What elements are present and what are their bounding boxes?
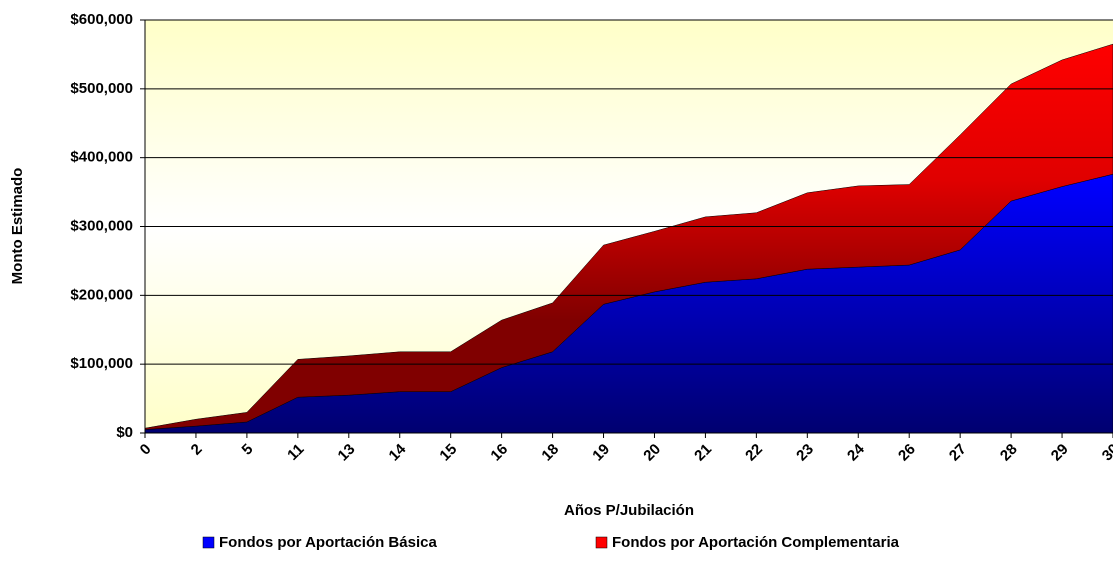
- x-tick-label: 16: [487, 441, 511, 465]
- x-tick-label: 19: [589, 441, 613, 465]
- y-tick-label: $100,000: [70, 355, 133, 372]
- x-tick-label: 30: [1099, 441, 1113, 465]
- x-tick-label: 21: [691, 441, 715, 465]
- y-tick-label: $500,000: [70, 80, 133, 97]
- x-tick-label: 20: [640, 441, 664, 465]
- x-tick-label: 2: [188, 441, 206, 459]
- legend-swatch: [595, 536, 608, 549]
- x-tick-label: 23: [793, 441, 817, 465]
- x-tick-label: 5: [239, 441, 257, 459]
- x-axis-title: Años P/Jubilación: [564, 502, 694, 519]
- x-tick-label: 15: [436, 441, 460, 465]
- y-tick-label: $600,000: [70, 11, 133, 28]
- x-tick-label: 27: [946, 441, 970, 465]
- y-tick-label: $300,000: [70, 217, 133, 234]
- x-tick-label: 22: [742, 441, 766, 465]
- legend-swatch: [202, 536, 215, 549]
- x-tick-label: 13: [335, 441, 359, 465]
- legend-label: Fondos por Aportación Complementaria: [612, 534, 900, 551]
- x-tick-label: 26: [895, 441, 919, 465]
- y-axis-title: Monto Estimado: [9, 168, 26, 285]
- y-tick-label: $0: [116, 424, 133, 441]
- x-tick-label: 0: [137, 441, 155, 459]
- x-tick-label: 28: [997, 441, 1021, 465]
- x-tick-label: 14: [386, 440, 410, 464]
- x-tick-label: 29: [1048, 441, 1072, 465]
- x-tick-label: 11: [284, 441, 307, 464]
- x-tick-label: 24: [844, 440, 868, 464]
- y-tick-label: $200,000: [70, 286, 133, 303]
- area: [144, 43, 1113, 430]
- legend-label: Fondos por Aportación Básica: [219, 534, 437, 551]
- y-tick-label: $400,000: [70, 149, 133, 166]
- x-tick-label: 18: [538, 441, 562, 465]
